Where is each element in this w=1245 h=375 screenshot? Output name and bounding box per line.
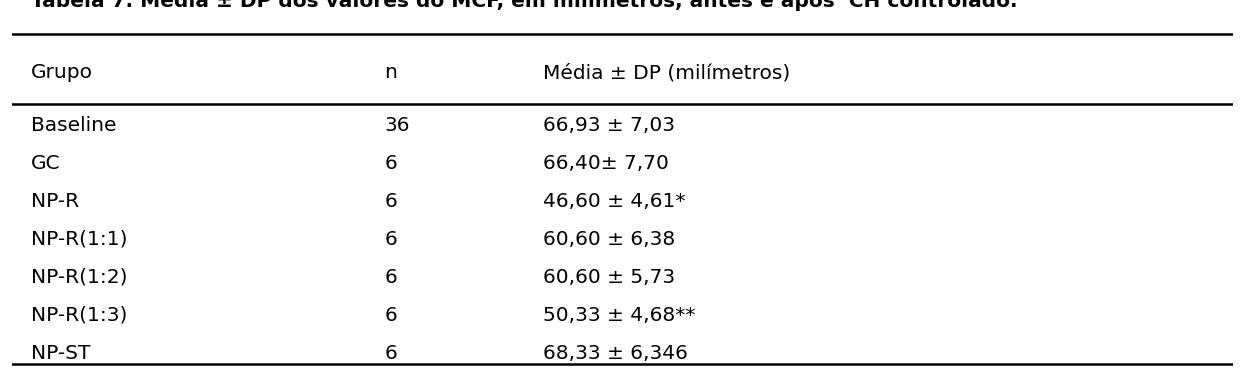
Text: NP-R: NP-R bbox=[31, 192, 78, 211]
Text: 6: 6 bbox=[385, 154, 397, 173]
Text: NP-R(1:3): NP-R(1:3) bbox=[31, 306, 127, 325]
Text: 6: 6 bbox=[385, 192, 397, 211]
Text: Grupo: Grupo bbox=[31, 63, 92, 82]
Text: NP-R(1:2): NP-R(1:2) bbox=[31, 268, 127, 287]
Text: 68,33 ± 6,346: 68,33 ± 6,346 bbox=[543, 344, 688, 363]
Text: Média ± DP (milímetros): Média ± DP (milímetros) bbox=[543, 63, 791, 82]
Text: Tabela 7. Média ± DP dos valores do MCF, em milímetros, antes e após  CH control: Tabela 7. Média ± DP dos valores do MCF,… bbox=[31, 0, 1017, 11]
Text: 66,93 ± 7,03: 66,93 ± 7,03 bbox=[543, 116, 675, 135]
Text: GC: GC bbox=[31, 154, 60, 173]
Text: Baseline: Baseline bbox=[31, 116, 116, 135]
Text: 60,60 ± 6,38: 60,60 ± 6,38 bbox=[543, 230, 676, 249]
Text: 6: 6 bbox=[385, 268, 397, 287]
Text: 6: 6 bbox=[385, 306, 397, 325]
Text: NP-ST: NP-ST bbox=[31, 344, 90, 363]
Text: 46,60 ± 4,61*: 46,60 ± 4,61* bbox=[543, 192, 686, 211]
Text: NP-R(1:1): NP-R(1:1) bbox=[31, 230, 127, 249]
Text: 6: 6 bbox=[385, 344, 397, 363]
Text: 66,40± 7,70: 66,40± 7,70 bbox=[543, 154, 669, 173]
Text: 60,60 ± 5,73: 60,60 ± 5,73 bbox=[543, 268, 675, 287]
Text: 6: 6 bbox=[385, 230, 397, 249]
Text: 50,33 ± 4,68**: 50,33 ± 4,68** bbox=[543, 306, 696, 325]
Text: n: n bbox=[385, 63, 397, 82]
Text: 36: 36 bbox=[385, 116, 410, 135]
